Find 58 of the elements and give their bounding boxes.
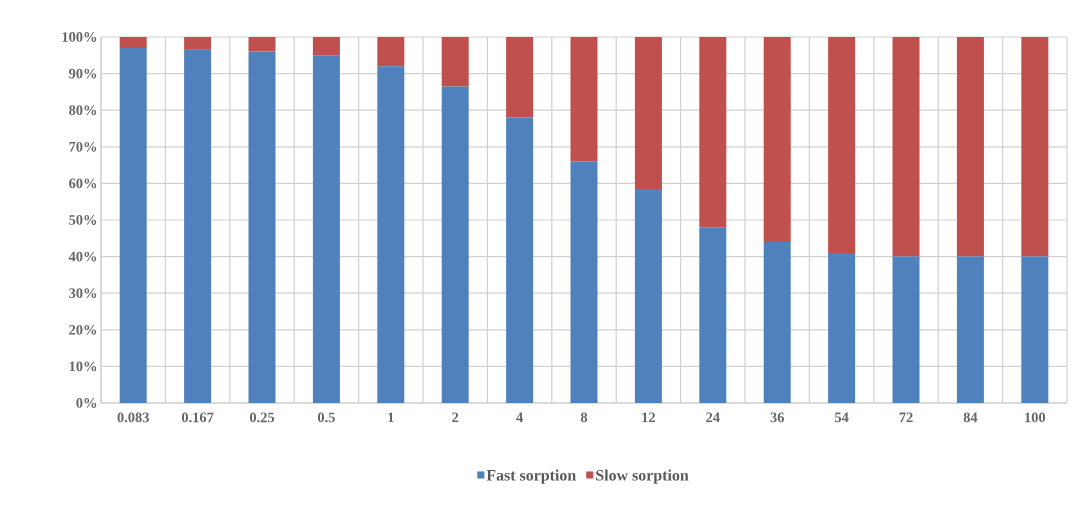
bar	[506, 117, 534, 403]
x-tick-label: 100	[1025, 412, 1046, 423]
x-tick-label: 0.083	[117, 412, 149, 423]
bar	[184, 49, 212, 403]
bar	[377, 37, 405, 67]
x-tick-label: 4	[516, 412, 523, 423]
bar	[441, 86, 469, 403]
bar	[699, 37, 727, 228]
bar	[634, 37, 662, 189]
y-tick-label: 80%	[69, 105, 97, 116]
bar	[1021, 37, 1049, 257]
bar	[441, 37, 469, 87]
y-tick-label: 100%	[62, 32, 97, 42]
bar	[634, 188, 662, 403]
bar	[763, 241, 791, 403]
bar	[570, 161, 598, 403]
bar	[312, 37, 340, 56]
bar	[377, 66, 405, 403]
x-tick-label: 12	[642, 412, 656, 423]
bar	[184, 37, 212, 50]
bar	[828, 252, 856, 403]
x-tick-label: 0.5	[317, 412, 335, 423]
y-tick-label: 40%	[68, 251, 97, 262]
y-tick-label: 10%	[69, 361, 97, 372]
bar	[312, 55, 340, 403]
y-tick-label: 0%	[76, 398, 97, 408]
x-tick-label: 2	[452, 412, 459, 423]
bar	[956, 256, 984, 403]
legend-label: Fast sorption	[486, 469, 576, 484]
bar	[506, 37, 534, 118]
y-tick-label: 60%	[69, 178, 97, 189]
x-tick-label: 0.25	[249, 412, 275, 423]
bar	[570, 37, 598, 162]
y-tick-label: 50%	[69, 215, 97, 225]
y-tick-label: 30%	[69, 288, 97, 299]
x-tick-label: 36	[770, 412, 785, 423]
x-tick-label: 1	[388, 412, 394, 423]
bar	[828, 37, 856, 253]
x-tick-label: 84	[963, 412, 978, 423]
bar	[248, 51, 276, 403]
legend-label: Slow sorption	[596, 469, 689, 484]
bar	[892, 256, 920, 403]
x-tick-label: 72	[899, 412, 913, 423]
bar	[1021, 256, 1049, 403]
bar	[956, 37, 984, 257]
x-tick-label: 8	[580, 412, 588, 423]
bar	[763, 37, 791, 242]
x-tick-label: 0.167	[181, 412, 214, 423]
y-tick-label: 20%	[69, 324, 97, 335]
bar	[699, 227, 727, 403]
bar	[248, 37, 276, 52]
x-tick-label: 24	[706, 412, 720, 423]
y-tick-label: 70%	[69, 141, 97, 152]
bar	[119, 37, 147, 48]
bar	[892, 37, 920, 257]
bar	[119, 47, 147, 403]
y-tick-label: 90%	[68, 68, 97, 79]
x-tick-label: 54	[834, 412, 849, 423]
